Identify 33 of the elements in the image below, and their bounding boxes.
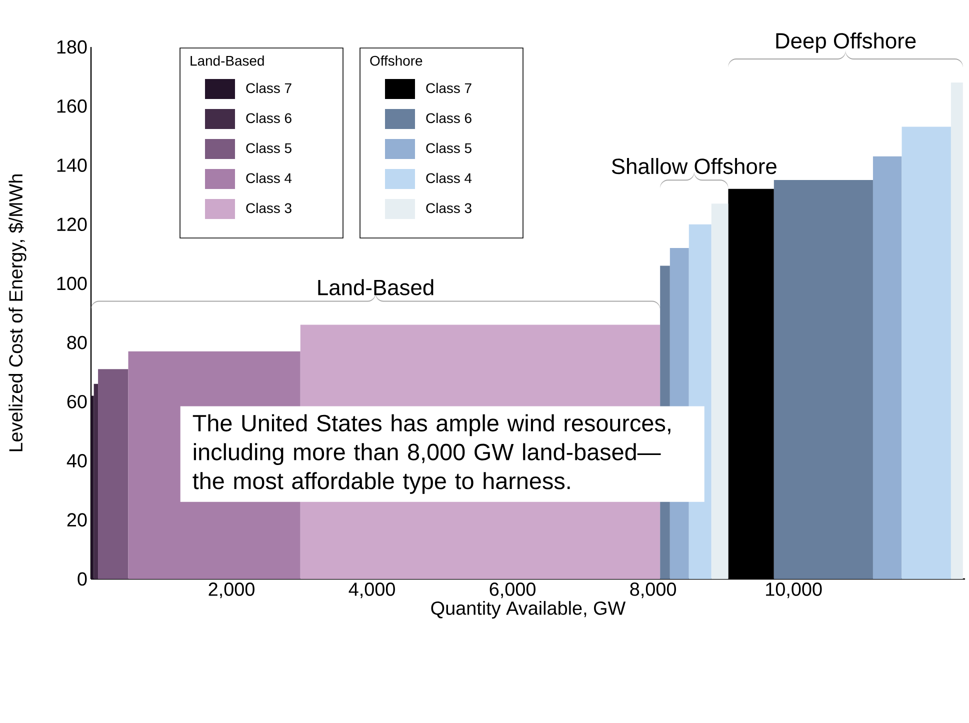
x-tick-label: 6,000 [490, 582, 536, 598]
y-tick-label: 80 [67, 336, 87, 350]
x-tick-label: 2,000 [208, 582, 254, 598]
legend-label: Class 3 [246, 202, 292, 214]
text: Land-Based [190, 56, 264, 66]
y-tick-label: 40 [66, 454, 87, 468]
annotation: The United States has ample wind resources, including more than 8,000 GW land-based—the most affordable type to harness. [192, 414, 670, 494]
legend-label: Class 4 [246, 172, 292, 184]
x-tick-label: 8,000 [630, 582, 676, 598]
legend-label: Class 3 [426, 202, 472, 214]
y-tick-label: 0 [78, 572, 87, 586]
legend-label: Class 6 [426, 112, 472, 124]
y-tick-label: 180 [57, 40, 87, 54]
legend-label: Class 7 [246, 82, 292, 94]
text: Offshore [370, 56, 422, 66]
x-tick-label: 4,000 [348, 582, 395, 598]
legend-label: Class 5 [246, 142, 292, 154]
y-tick-label: 100 [57, 276, 87, 290]
annotation: Deep Offshore [776, 32, 916, 53]
legend-label: Class 7 [426, 82, 472, 94]
y-tick-label: 120 [57, 218, 87, 232]
y-tick-label: 20 [67, 513, 87, 527]
x-tick-label: 10,000 [766, 582, 822, 598]
y-tick-label: 140 [57, 158, 87, 172]
y-tick-label: 160 [57, 99, 87, 113]
legend-label: Class 6 [246, 112, 292, 124]
y-axis-title: Levelized Cost of Energy, $/MWh [8, 174, 26, 452]
y-tick-label: 60 [67, 394, 87, 408]
annotation: Shallow Offshore [612, 158, 776, 174]
legend-label: Class 5 [426, 142, 472, 154]
legend-label: Class 4 [426, 172, 472, 184]
x-axis-title: Quantity Available, GW [431, 600, 626, 619]
annotation: Land-Based [318, 279, 434, 296]
